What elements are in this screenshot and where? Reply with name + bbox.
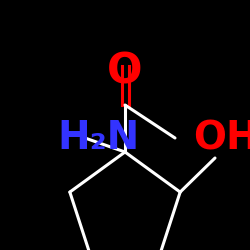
Text: H₂N: H₂N xyxy=(57,119,139,157)
Text: O: O xyxy=(107,50,143,92)
Text: OH: OH xyxy=(193,119,250,157)
